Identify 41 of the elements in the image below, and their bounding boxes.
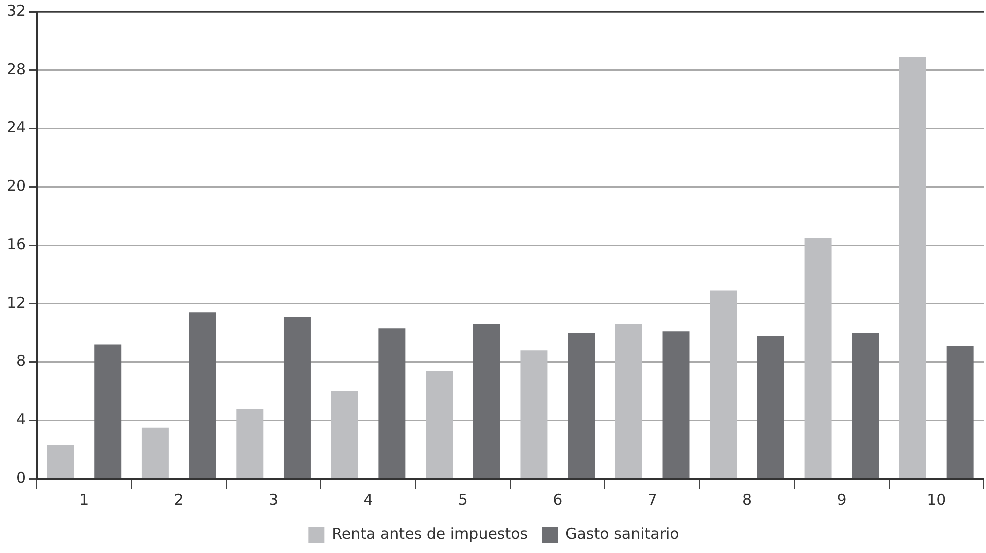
bar — [757, 336, 784, 478]
x-tick-label: 8 — [742, 490, 752, 509]
x-tick-label: 1 — [80, 490, 90, 509]
x-tick-label: 5 — [458, 490, 468, 509]
bar — [189, 312, 216, 478]
bar — [47, 445, 74, 478]
x-tick-label: 9 — [837, 490, 847, 509]
bar — [615, 324, 642, 478]
y-tick-label: 28 — [6, 60, 26, 78]
bar — [378, 328, 406, 478]
bar — [804, 238, 832, 478]
bar — [331, 391, 358, 478]
x-tick-label: 7 — [648, 490, 658, 509]
y-tick-label: 32 — [6, 2, 26, 20]
bar — [899, 57, 926, 478]
x-tick-label: 2 — [174, 490, 184, 509]
bar — [236, 408, 264, 478]
bar — [284, 317, 311, 478]
legend-label: Gasto sanitario — [566, 524, 680, 543]
bar — [426, 371, 454, 478]
bar — [473, 324, 500, 478]
x-tick-label: 10 — [927, 490, 946, 509]
bar — [662, 332, 690, 478]
y-tick-label: 0 — [16, 468, 26, 487]
bar — [852, 333, 880, 478]
bar — [946, 346, 974, 478]
bar — [520, 350, 548, 478]
y-tick-label: 20 — [6, 177, 26, 196]
y-tick-label: 16 — [6, 235, 26, 254]
bar — [568, 333, 596, 478]
bar — [94, 344, 122, 478]
x-tick-label: 3 — [269, 490, 279, 509]
bar — [142, 428, 169, 478]
legend-label: Renta antes de impuestos — [332, 524, 528, 543]
x-tick-label: 4 — [364, 490, 374, 509]
x-tick-label: 6 — [553, 490, 563, 509]
y-tick-label: 24 — [6, 118, 26, 137]
y-tick-label: 12 — [6, 294, 26, 312]
y-tick-label: 4 — [16, 410, 26, 429]
bar — [710, 290, 738, 478]
y-tick-label: 8 — [16, 352, 26, 370]
